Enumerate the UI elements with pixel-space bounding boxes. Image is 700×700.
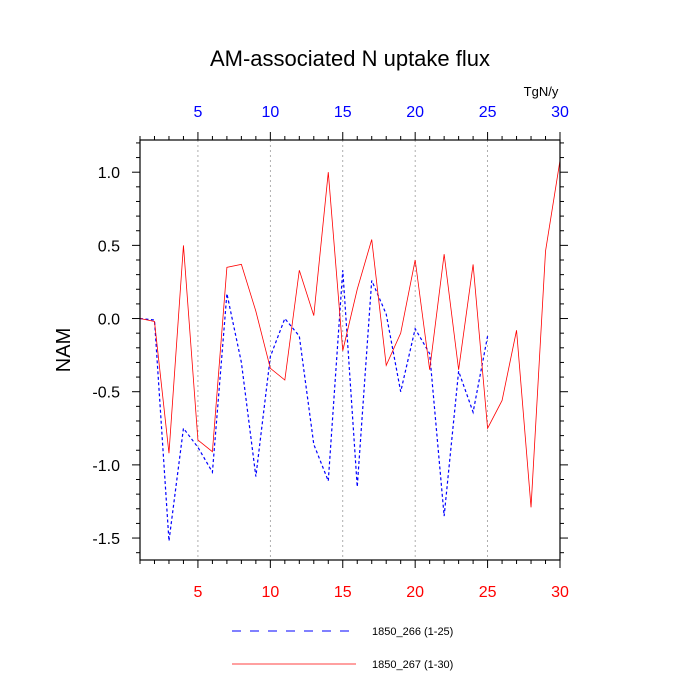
legend-label-0: 1850_266 (1-25) [372, 626, 453, 638]
series-1-point-5 [197, 439, 199, 441]
series-0-point-16 [356, 486, 358, 488]
series-1-point-12 [298, 269, 300, 271]
series-1-point-15 [342, 350, 344, 352]
series-0-point-8 [240, 361, 242, 363]
series-0-point-25 [486, 335, 488, 337]
series-1-point-3 [168, 452, 170, 454]
x-tick-label-bottom-20: 20 [406, 584, 424, 601]
series-1-point-16 [356, 288, 358, 290]
x-tick-label-bottom-15: 15 [334, 584, 352, 601]
series-1-point-19 [399, 332, 401, 334]
series-0-point-3 [168, 540, 170, 542]
y-tick-label-3: 0.0 [98, 312, 120, 329]
x-tick-label-top-15: 15 [334, 104, 352, 121]
series-0-point-11 [284, 317, 286, 319]
x-tick-label-bottom-5: 5 [193, 584, 202, 601]
series-0-point-9 [255, 475, 257, 477]
series-0-point-21 [428, 352, 430, 354]
y-axis-label: NAM [53, 328, 75, 372]
series-1-point-6 [211, 451, 213, 453]
series-1-point-10 [269, 367, 271, 369]
series-0-point-20 [414, 328, 416, 330]
series-0-point-7 [226, 292, 228, 294]
series-line-1 [139, 160, 561, 508]
series-0-point-10 [269, 355, 271, 357]
series-0-point-5 [197, 446, 199, 448]
x-tick-label-bottom-30: 30 [551, 584, 569, 601]
series-1-point-11 [284, 379, 286, 381]
y-tick-label-0: -1.5 [92, 531, 120, 548]
series-1-point-28 [530, 506, 532, 508]
series-1-point-25 [486, 427, 488, 429]
series-1-point-7 [226, 266, 228, 268]
series-0-point-14 [327, 480, 329, 482]
series-0-point-6 [211, 471, 213, 473]
series-1-point-4 [182, 244, 184, 246]
x-tick-label-top-5: 5 [193, 104, 202, 121]
series-1-point-9 [255, 310, 257, 312]
series-0-point-19 [399, 391, 401, 393]
x-tick-label-top-20: 20 [406, 104, 424, 121]
legend: 1850_266 (1-25) 1850_267 (1-30) [232, 626, 453, 671]
series-1-point-2 [153, 320, 155, 322]
series-1-point-24 [472, 263, 474, 265]
series-1-point-26 [501, 399, 503, 401]
series-0-point-13 [313, 443, 315, 445]
series-1-point-17 [371, 238, 373, 240]
series-0-point-12 [298, 335, 300, 337]
series-1-point-13 [313, 314, 315, 316]
series-1-point-27 [515, 329, 517, 331]
series-0-point-4 [182, 427, 184, 429]
x-tick-label-bottom-25: 25 [479, 584, 497, 601]
series-0-point-15 [342, 269, 344, 271]
y-tick-label-1: -1.0 [92, 458, 120, 475]
series-0-point-22 [443, 515, 445, 517]
top-axis-units: TgN/y [524, 84, 559, 99]
series-1-point-18 [385, 364, 387, 366]
x-tick-label-top-25: 25 [479, 104, 497, 121]
series-0-point-18 [385, 313, 387, 315]
tick-labels: 5 5 10 10 15 15 20 20 25 25 30 30 -1.5 -1.0 -0.5 0.0 0.5… [92, 104, 569, 601]
y-tick-label-2: -0.5 [92, 385, 120, 402]
series-0-point-24 [472, 411, 474, 413]
series-1-point-21 [428, 369, 430, 371]
plot-frame [139, 139, 561, 561]
series-1-point-22 [443, 253, 445, 255]
chart-title: AM-associated N uptake flux [210, 46, 490, 71]
series-1-point-14 [327, 171, 329, 173]
x-tick-label-top-30: 30 [551, 104, 569, 121]
series-0-point-17 [371, 279, 373, 281]
axis-ticks [132, 132, 568, 568]
x-tick-label-top-10: 10 [261, 104, 279, 121]
series-1-point-20 [414, 259, 416, 261]
y-tick-label-5: 1.0 [98, 165, 120, 182]
series-1-point-23 [457, 369, 459, 371]
legend-label-1: 1850_267 (1-30) [372, 659, 453, 671]
y-tick-label-4: 0.5 [98, 238, 120, 255]
series-line-0 [139, 270, 489, 542]
series-lines [139, 160, 561, 542]
x-tick-label-bottom-10: 10 [261, 584, 279, 601]
series-1-point-8 [240, 263, 242, 265]
series-1-point-29 [544, 250, 546, 252]
